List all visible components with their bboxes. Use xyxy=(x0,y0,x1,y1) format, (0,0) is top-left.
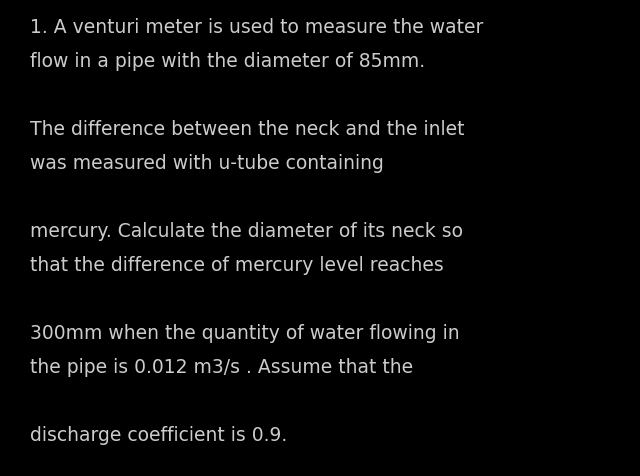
Text: was measured with u-tube containing: was measured with u-tube containing xyxy=(30,154,384,173)
Text: 300mm when the quantity of water flowing in: 300mm when the quantity of water flowing… xyxy=(30,324,460,343)
Text: flow in a pipe with the diameter of 85mm.: flow in a pipe with the diameter of 85mm… xyxy=(30,52,425,71)
Text: mercury. Calculate the diameter of its neck so: mercury. Calculate the diameter of its n… xyxy=(30,222,463,241)
Text: that the difference of mercury level reaches: that the difference of mercury level rea… xyxy=(30,256,444,275)
Text: discharge coefficient is 0.9.: discharge coefficient is 0.9. xyxy=(30,426,287,445)
Text: 1. A venturi meter is used to measure the water: 1. A venturi meter is used to measure th… xyxy=(30,18,483,37)
Text: The difference between the neck and the inlet: The difference between the neck and the … xyxy=(30,120,465,139)
Text: the pipe is 0.012 m3/s . Assume that the: the pipe is 0.012 m3/s . Assume that the xyxy=(30,358,413,377)
